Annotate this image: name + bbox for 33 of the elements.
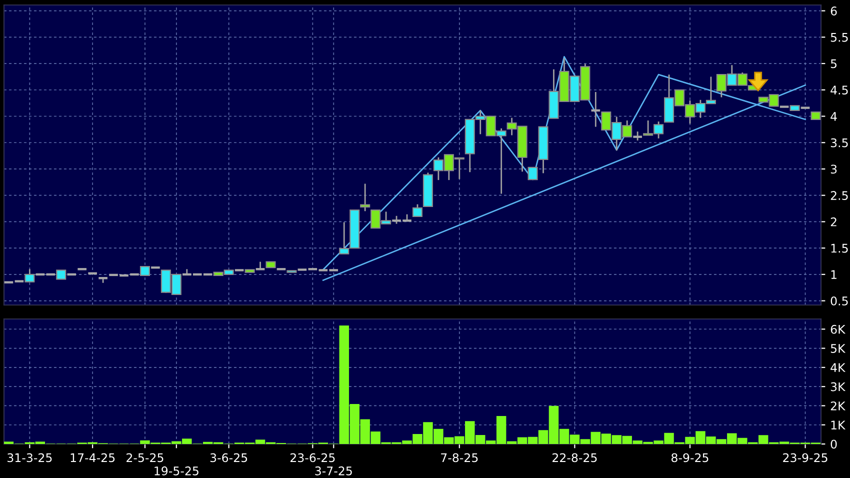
x-tick-label: 3-6-25: [210, 453, 248, 462]
x-tick-label: 19-5-25: [154, 466, 198, 476]
y-tick-label: 3: [830, 164, 837, 174]
y-tick-label: 6K: [830, 324, 846, 334]
y-tick-label: 2K: [830, 401, 846, 410]
y-tick-label: 5K: [830, 344, 846, 353]
y-tick-label: 4K: [830, 363, 846, 372]
y-tick-label: 0.5: [830, 296, 848, 306]
y-tick-label: 5.5: [830, 33, 848, 42]
y-tick-label: 2: [830, 217, 836, 226]
y-tick-label: 5: [830, 59, 837, 68]
x-tick-label: 22-8-25: [552, 453, 597, 462]
y-tick-label: 3.5: [830, 138, 848, 148]
candlestick: [528, 166, 538, 180]
y-tick-label: 4: [830, 112, 837, 121]
x-tick-label: 17-4-25: [70, 453, 115, 462]
y-tick-label: 2.5: [830, 191, 848, 200]
x-tick-label: 2-5-25: [126, 453, 164, 462]
x-tick-label: 23-6-25: [290, 453, 335, 462]
y-tick-label: 3K: [830, 382, 846, 392]
x-tick-label: 7-8-25: [441, 453, 478, 462]
x-tick-label: 23-9-25: [783, 453, 828, 462]
x-tick-label: 3-7-25: [315, 466, 352, 476]
y-tick-label: 4.5: [830, 86, 848, 95]
y-tick-label: 1: [831, 270, 836, 279]
y-tick-label: 1K: [831, 420, 846, 430]
candlestick: [412, 204, 422, 218]
x-tick-label: 31-3-25: [8, 453, 52, 462]
y-tick-label: 1.5: [831, 244, 848, 253]
y-tick-label: 6: [830, 6, 837, 16]
candlestick: [360, 183, 370, 212]
y-tick-label: 0: [830, 440, 837, 449]
x-tick-label: 8-9-25: [672, 453, 708, 462]
